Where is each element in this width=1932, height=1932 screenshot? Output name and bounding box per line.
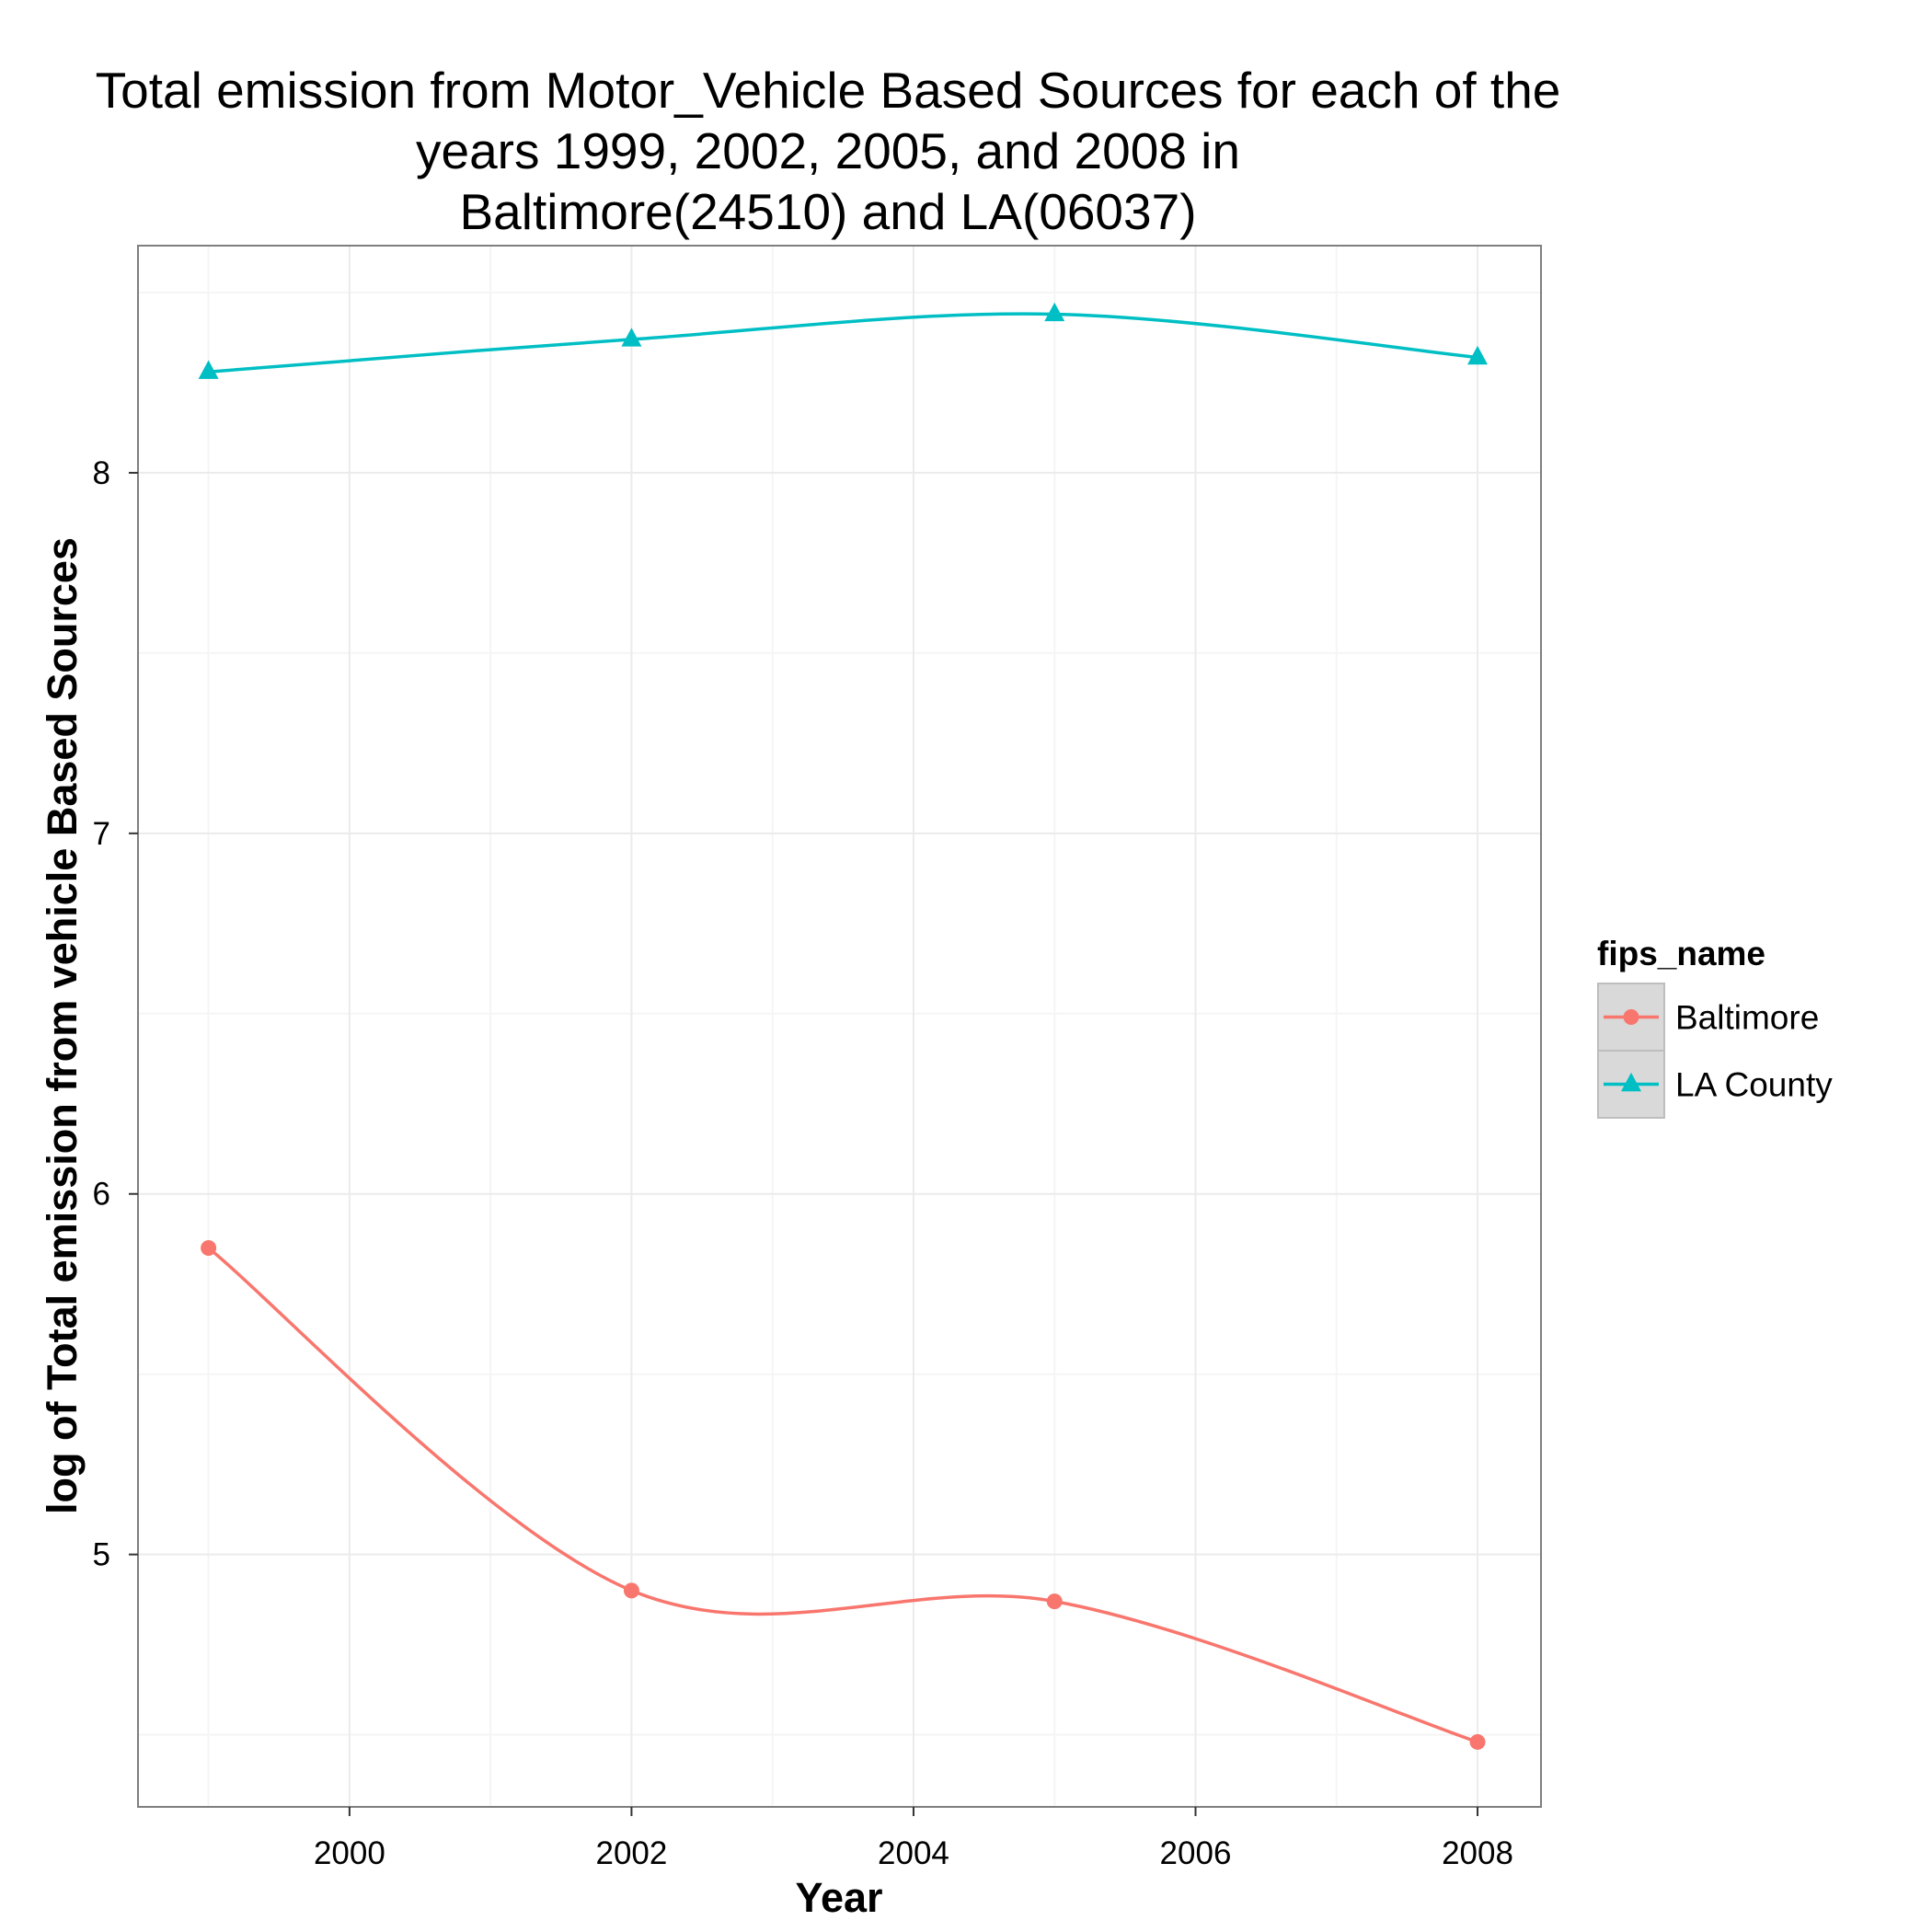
- chart-title-line-1: Total emission from Motor_Vehicle Based …: [96, 62, 1561, 119]
- data-point-baltimore: [1046, 1593, 1063, 1610]
- data-point-baltimore: [201, 1240, 217, 1257]
- legend-label-baltimore: Baltimore: [1675, 999, 1819, 1037]
- y-tick-label: 7: [93, 816, 110, 852]
- legend: fips_name Baltimore LA County: [1597, 935, 1833, 1119]
- plot-border: [137, 245, 1542, 1808]
- data-point-la-county: [1467, 345, 1489, 365]
- chart-title-line-2: years 1999, 2002, 2005, and 2008 in: [416, 122, 1240, 179]
- x-tick-label: 2006: [1160, 1835, 1232, 1871]
- legend-keys: Baltimore LA County: [1597, 983, 1833, 1119]
- legend-key-marker-baltimore: [1623, 1009, 1639, 1025]
- x-axis: 2000 2002 2004 2006 2008: [314, 1807, 1513, 1871]
- series-line-baltimore: [206, 1246, 1479, 1744]
- y-tick-label: 5: [93, 1537, 110, 1573]
- data-point-baltimore: [1469, 1733, 1486, 1750]
- grid-minor: [138, 246, 1541, 1807]
- plot-panel: [137, 245, 1542, 1808]
- x-tick-label: 2000: [314, 1835, 385, 1871]
- x-tick-label: 2008: [1442, 1835, 1513, 1871]
- y-axis: 5 6 7 8: [93, 455, 138, 1573]
- data-point-la-county: [198, 360, 219, 379]
- chart-title: Total emission from Motor_Vehicle Based …: [96, 62, 1561, 240]
- series-lines: [206, 312, 1479, 1744]
- chart-title-line-3: Baltimore(24510) and LA(06037): [459, 183, 1196, 240]
- legend-title: fips_name: [1597, 935, 1765, 972]
- x-tick-label: 2002: [595, 1835, 667, 1871]
- data-point-la-county: [621, 328, 642, 347]
- legend-label-la-county: LA County: [1675, 1066, 1833, 1104]
- plot-background: [138, 246, 1541, 1807]
- y-tick-label: 8: [93, 455, 110, 491]
- grid-major: [138, 246, 1541, 1807]
- series-line-la-county: [206, 312, 1479, 374]
- data-point-baltimore: [623, 1582, 639, 1599]
- series-markers: [198, 302, 1489, 1750]
- data-point-la-county: [1044, 302, 1065, 322]
- x-tick-label: 2004: [878, 1835, 949, 1871]
- legend-key-marker-la-county: [1621, 1072, 1641, 1092]
- y-axis-title: log of Total emission from vehicle Based…: [39, 537, 86, 1514]
- y-tick-label: 6: [93, 1177, 110, 1213]
- x-axis-title: Year: [795, 1874, 882, 1921]
